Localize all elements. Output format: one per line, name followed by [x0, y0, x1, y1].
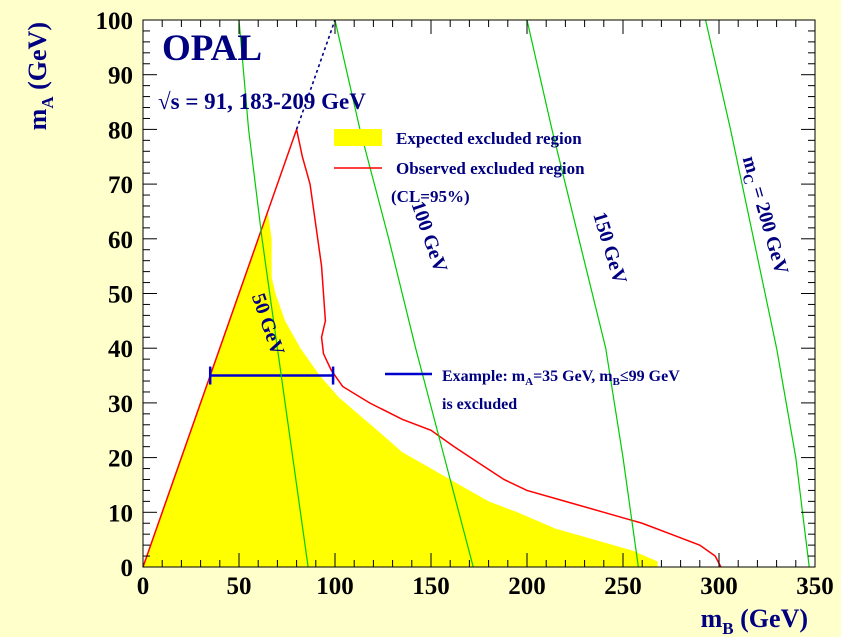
legend-observed-label: Observed excluded region	[396, 159, 585, 178]
x-tick-label: 350	[796, 573, 834, 600]
y-tick-label: 50	[108, 282, 133, 309]
y-tick-label: 10	[108, 500, 133, 527]
y-tick-label: 80	[108, 117, 133, 144]
y-tick-label: 70	[108, 172, 133, 199]
legend-example-label-2: is excluded	[442, 396, 517, 413]
x-tick-label: 200	[508, 573, 546, 600]
y-tick-label: 30	[108, 391, 133, 418]
observed-excluded-boundary	[142, 126, 722, 568]
y-tick-label: 60	[108, 227, 133, 254]
kinematic-limit-line	[295, 19, 336, 130]
legend-example-label: Example: mA=35 GeV, mB≤99 GeV	[442, 368, 680, 388]
experiment-label: OPAL	[162, 28, 262, 69]
mass-contour-200	[704, 19, 810, 568]
y-tick-label: 40	[108, 336, 133, 363]
expected-excluded-region	[143, 211, 658, 567]
x-tick-label: 50	[227, 573, 252, 600]
x-axis-label: mB (GeV)	[701, 604, 808, 637]
x-tick-label: 150	[412, 573, 450, 600]
legend-expected-label: Expected excluded region	[396, 129, 582, 148]
legend-cl-label: (CL=95%)	[391, 187, 470, 206]
x-tick-label: 100	[316, 573, 354, 600]
y-axis-label: mA (GeV)	[23, 22, 57, 130]
x-tick-label: 250	[604, 573, 642, 600]
x-tick-label: 300	[700, 573, 738, 600]
mass-contour-150	[526, 19, 639, 568]
y-tick-label: 0	[121, 555, 134, 582]
x-tick-label: 0	[137, 573, 150, 600]
y-tick-label: 90	[108, 63, 133, 90]
energy-label: √s = 91, 183-209 GeV	[158, 89, 366, 114]
legend-expected-swatch	[334, 129, 382, 146]
mass-contour-50	[238, 19, 309, 568]
y-tick-label: 100	[96, 8, 134, 35]
mass-contour-100	[334, 19, 474, 568]
y-tick-label: 20	[108, 446, 133, 473]
